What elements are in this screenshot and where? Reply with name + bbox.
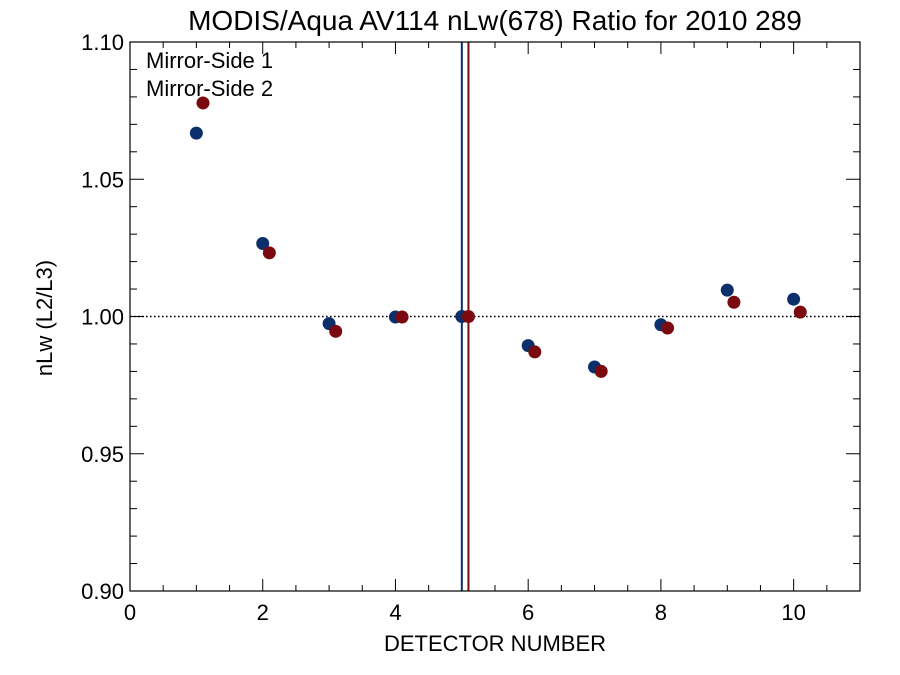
x-tick-label: 6 <box>522 600 534 625</box>
plot-frame <box>129 41 861 592</box>
point-series-2 <box>594 364 608 378</box>
y-tick-label: 0.90 <box>81 579 124 604</box>
x-tick-label: 8 <box>655 600 667 625</box>
x-axis-label: DETECTOR NUMBER <box>384 631 606 656</box>
point-series-2 <box>727 295 741 309</box>
x-tick-label: 4 <box>389 600 401 625</box>
x-tick-label: 10 <box>781 600 805 625</box>
point-series-2 <box>661 321 675 335</box>
point-series-2 <box>329 324 343 338</box>
point-series-1 <box>256 236 270 250</box>
point-series-2 <box>528 345 542 359</box>
y-tick-label: 1.10 <box>81 30 124 55</box>
point-series-1 <box>189 126 203 140</box>
point-series-2 <box>262 246 276 260</box>
point-series-2 <box>196 96 210 110</box>
point-series-1 <box>720 283 734 297</box>
legend: Mirror-Side 1 Mirror-Side 2 <box>146 48 273 101</box>
reference-lines <box>130 42 860 591</box>
legend-label-mirror-side-2: Mirror-Side 2 <box>146 76 273 101</box>
point-series-2 <box>461 310 475 323</box>
point-series-2 <box>793 305 807 319</box>
y-tick-label: 1.00 <box>81 305 124 330</box>
tick-labels: 0 2 4 6 8 10 0.90 0.95 1.00 1.05 1.10 <box>81 30 806 625</box>
x-tick-label: 0 <box>124 600 136 625</box>
point-series-1 <box>787 292 801 306</box>
chart-title: MODIS/Aqua AV114 nLw(678) Ratio for 2010… <box>188 5 802 36</box>
y-tick-label: 0.95 <box>81 442 124 467</box>
x-tick-label: 2 <box>257 600 269 625</box>
legend-label-mirror-side-1: Mirror-Side 1 <box>146 48 273 73</box>
data-points <box>189 96 807 378</box>
point-series-2 <box>395 310 409 324</box>
y-tick-label: 1.05 <box>81 167 124 192</box>
y-axis-label: nLw (L2/L3) <box>32 260 57 376</box>
